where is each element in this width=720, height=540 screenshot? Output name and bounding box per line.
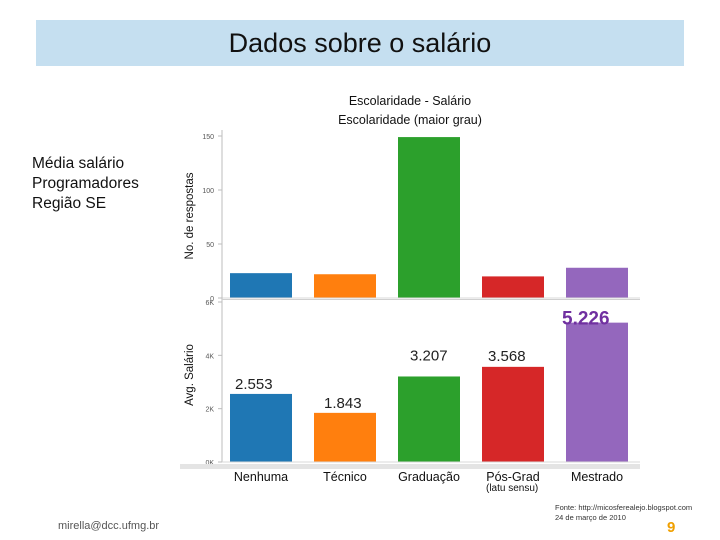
bar-salary — [566, 322, 628, 462]
y-tick-label-responses: 50 — [206, 242, 214, 249]
chart-subtitle: Escolaridade (maior grau) — [338, 113, 482, 127]
source-date: 24 de março de 2010 — [555, 513, 626, 522]
slide-title: Dados sobre o salário — [36, 20, 684, 66]
side-label: Média salário Programadores Região SE — [32, 154, 182, 214]
chart-title: Escolaridade - Salário — [348, 94, 472, 108]
y-tick-label-responses: 100 — [202, 188, 214, 195]
category-label: Nenhuma — [234, 470, 288, 484]
bar-responses — [314, 274, 376, 298]
category-sublabel-pos-grad: (latu sensu) — [486, 483, 539, 494]
data-label-salary: 3.568 — [488, 348, 526, 365]
bar-responses — [230, 273, 292, 298]
bar-salary — [230, 393, 292, 462]
bar-salary — [314, 412, 376, 462]
bar-responses — [482, 276, 544, 298]
page-number: 9 — [667, 519, 676, 536]
side-label-line-3: Região SE — [32, 195, 107, 212]
source-note: Fonte: http://micosferealejo.blogspot.co… — [555, 503, 692, 523]
side-label-line-2: Programadores — [32, 175, 139, 192]
bar-salary — [398, 376, 460, 462]
y-tick-label-salary: 6K — [205, 300, 214, 307]
data-label-salary: 5.226 — [562, 309, 610, 330]
category-label: Graduação — [398, 470, 460, 484]
y-tick-label-salary: 2K — [205, 407, 214, 414]
axis-bottom-band — [180, 464, 640, 469]
category-label: Pós-Grad — [486, 470, 540, 484]
y-tick-label-salary: 4K — [205, 353, 214, 360]
y-tick-label-responses: 150 — [202, 134, 214, 141]
chart-heading: Escolaridade - Salário Escolaridade (mai… — [300, 92, 520, 130]
y-tick-label-salary: 0K — [205, 460, 214, 467]
category-label: Mestrado — [571, 470, 623, 484]
bar-responses — [398, 137, 460, 298]
y-tick-label-responses: 0 — [210, 296, 214, 303]
bar-responses — [566, 267, 628, 298]
side-label-line-1: Média salário — [32, 155, 125, 172]
category-label: Técnico — [323, 470, 367, 484]
data-label-salary: 3.207 — [410, 347, 448, 364]
data-label-salary: 1.843 — [324, 395, 362, 412]
bar-salary — [482, 366, 544, 462]
footer-email: mirella@dcc.ufmg.br — [58, 520, 160, 532]
source-url: Fonte: http://micosferealejo.blogspot.co… — [555, 503, 693, 512]
data-label-salary: 2.553 — [235, 376, 273, 393]
